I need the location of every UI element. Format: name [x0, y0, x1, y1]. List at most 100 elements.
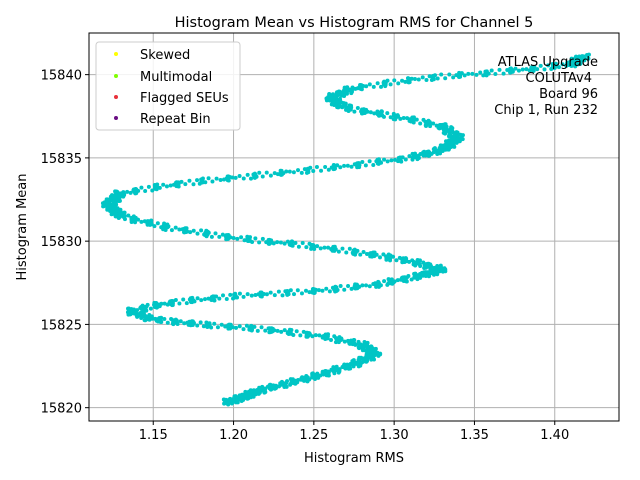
data-point	[344, 250, 349, 255]
data-point	[207, 321, 212, 326]
data-point	[201, 324, 206, 329]
data-point	[391, 111, 396, 116]
data-point	[301, 329, 306, 334]
data-point	[508, 66, 513, 71]
data-point	[217, 296, 222, 301]
data-point	[401, 115, 406, 120]
data-point	[279, 329, 284, 334]
data-point	[162, 317, 167, 322]
data-point	[364, 252, 369, 257]
data-point	[367, 82, 372, 87]
data-point	[458, 74, 463, 79]
data-point	[418, 121, 423, 126]
data-point	[311, 169, 316, 174]
data-point	[382, 157, 387, 162]
data-point	[263, 328, 268, 333]
data-point	[586, 52, 591, 57]
data-point	[280, 293, 285, 298]
data-point	[294, 329, 299, 334]
data-point	[377, 112, 382, 117]
data-point	[386, 277, 391, 282]
data-point	[379, 84, 384, 89]
data-point	[551, 65, 556, 70]
x-axis-label: Histogram RMS	[304, 451, 404, 466]
data-point	[171, 320, 176, 325]
data-point	[470, 71, 475, 76]
data-point	[212, 321, 217, 326]
data-point	[182, 321, 187, 326]
data-point	[272, 293, 277, 298]
y-axis-label: Histogram Mean	[15, 174, 30, 281]
legend-label-skewed: Skewed	[140, 48, 190, 63]
data-point	[317, 333, 322, 338]
legend-marker-multimodal	[114, 74, 118, 78]
data-point	[128, 190, 133, 195]
data-point	[392, 78, 397, 83]
data-point	[307, 241, 312, 246]
data-point	[289, 239, 294, 244]
data-point	[301, 377, 306, 382]
data-point	[371, 84, 376, 89]
data-point	[400, 155, 405, 160]
data-point	[199, 180, 204, 185]
x-tick-label: 1.35	[460, 428, 489, 443]
data-point	[202, 232, 207, 237]
data-point	[516, 68, 521, 73]
data-point	[424, 121, 429, 126]
data-point	[249, 323, 254, 328]
data-point	[361, 250, 366, 255]
data-point	[155, 221, 160, 226]
data-point	[364, 283, 369, 288]
data-point	[535, 67, 540, 72]
data-point	[248, 176, 253, 181]
data-point	[388, 115, 393, 120]
data-point	[329, 247, 334, 252]
data-point	[349, 286, 354, 291]
legend-label-repeat-bin: Repeat Bin	[140, 112, 211, 127]
data-point	[286, 292, 291, 297]
data-point	[237, 324, 242, 329]
data-point	[268, 290, 273, 295]
data-point	[339, 91, 344, 96]
data-point	[183, 182, 188, 187]
data-point	[323, 332, 328, 337]
data-point	[223, 324, 228, 329]
data-point	[397, 255, 402, 260]
data-point	[235, 295, 240, 300]
data-point	[257, 240, 262, 245]
data-point	[349, 164, 354, 169]
data-point	[351, 358, 356, 363]
data-point	[241, 294, 246, 299]
data-point	[292, 292, 297, 297]
data-point	[278, 240, 283, 245]
data-point	[424, 78, 429, 83]
data-point	[275, 240, 280, 245]
y-tick-label: 15820	[41, 402, 82, 417]
data-point	[338, 165, 343, 170]
data-point	[187, 178, 192, 183]
data-point	[282, 383, 287, 388]
data-point	[356, 345, 361, 350]
data-point	[326, 167, 331, 172]
data-point	[342, 339, 347, 344]
data-point	[322, 245, 327, 250]
data-point	[389, 277, 394, 282]
data-point	[352, 247, 357, 252]
data-point	[204, 320, 209, 325]
data-point	[325, 335, 330, 340]
data-point	[153, 316, 158, 321]
data-point	[169, 228, 174, 233]
data-point	[342, 287, 347, 292]
data-point	[293, 241, 298, 246]
y-tick-label: 15830	[41, 235, 82, 250]
data-point	[214, 294, 219, 299]
data-point	[299, 291, 304, 296]
data-point	[357, 163, 362, 168]
data-point	[542, 67, 547, 72]
data-point	[288, 242, 293, 247]
data-point	[214, 176, 219, 181]
data-point	[282, 241, 287, 246]
data-point	[235, 397, 240, 402]
data-point	[385, 159, 390, 164]
